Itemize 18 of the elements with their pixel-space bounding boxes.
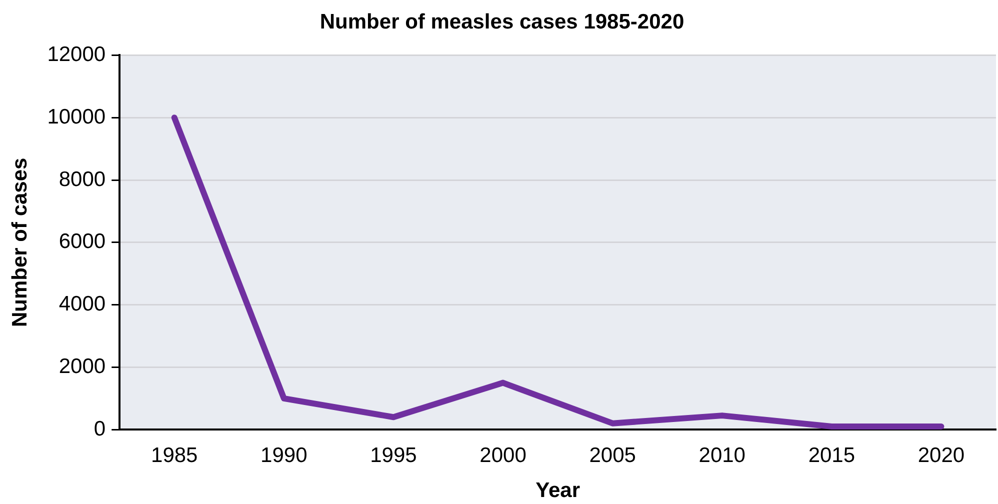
x-tick-label: 2010 (698, 444, 746, 467)
x-tick-label: 2000 (480, 444, 526, 467)
y-axis-title: Number of cases (8, 158, 32, 328)
x-tick-label: 1985 (151, 444, 198, 467)
x-tick-label: 1990 (260, 444, 308, 467)
x-tick-label: 2005 (589, 444, 636, 467)
x-tick-label: 2015 (808, 444, 856, 467)
y-tick-label: 4000 (58, 292, 106, 316)
y-tick-label: 6000 (58, 230, 106, 254)
chart-title: Number of measles cases 1985-2020 (320, 10, 684, 34)
x-tick-label: 1995 (370, 444, 417, 467)
y-tick-label: 0 (94, 417, 106, 440)
y-tick-label: 12000 (47, 42, 106, 66)
y-tick-label: 10000 (47, 105, 106, 128)
y-tick-label: 2000 (58, 354, 106, 378)
y-tick-label: 8000 (58, 168, 106, 191)
x-axis-title: Year (536, 479, 580, 502)
x-tick-label: 2020 (918, 444, 965, 467)
